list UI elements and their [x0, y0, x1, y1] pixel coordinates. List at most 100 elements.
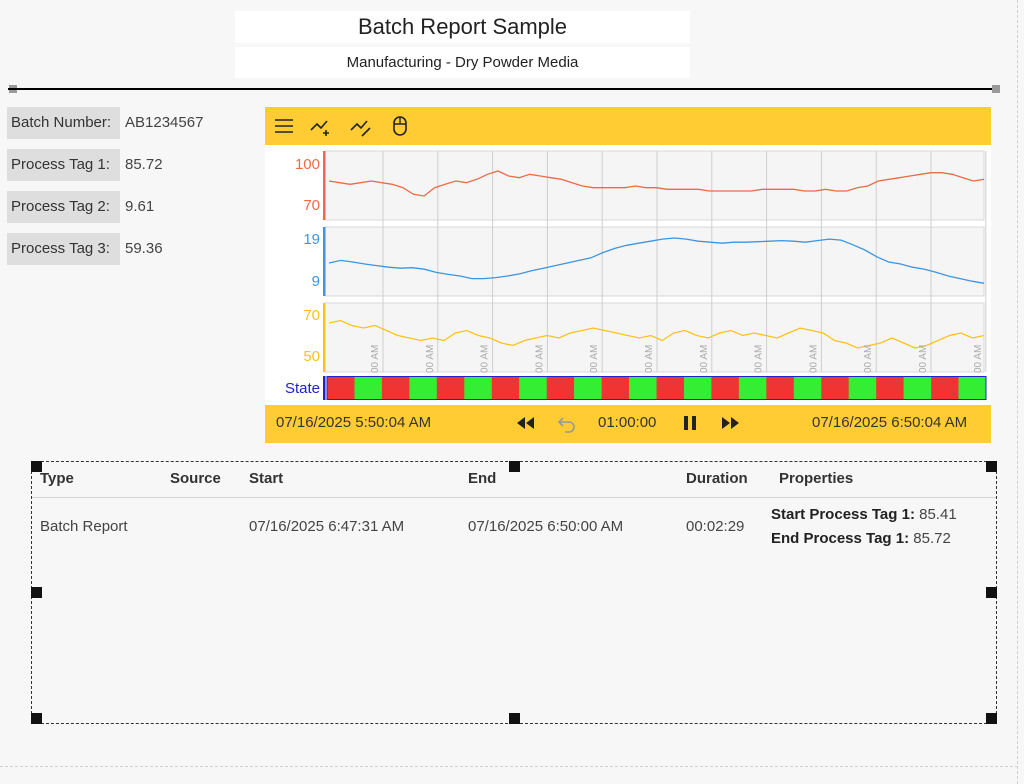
process-tag-1-label: Process Tag 1:	[7, 149, 120, 181]
trend-plot-area[interactable]: 100 70 19 9 70 50 State 00 AM 00 AM 00 AM 0…	[265, 145, 991, 405]
report-title: Batch Report Sample	[235, 11, 690, 43]
remove-pen-icon[interactable]	[350, 115, 372, 137]
batch-number-label: Batch Number:	[7, 107, 120, 139]
trend-pen-line	[328, 319, 985, 349]
cell-start: 07/16/2025 6:47:31 AM	[249, 518, 405, 535]
y-tick-label: 70	[303, 307, 320, 324]
selection-handle[interactable]	[31, 461, 42, 472]
selection-handle[interactable]	[31, 587, 42, 598]
state-segment	[354, 377, 383, 399]
x-tick-labels: 00 AM 00 AM 00 AM 00 AM 00 AM 00 AM 00 AM 00 AM…	[370, 345, 984, 373]
trend-plot[interactable]: 100 70 19 9 70 50 State 00 AM 00 AM 00 AM 0…	[265, 145, 991, 405]
y-tick-label: 70	[303, 197, 320, 214]
process-tag-2-label: Process Tag 2:	[7, 191, 120, 223]
property-end-tag: End Process Tag 1: 85.72	[771, 530, 951, 547]
state-segment	[601, 377, 630, 399]
start-time[interactable]: 07/16/2025 5:50:04 AM	[276, 414, 432, 431]
end-time[interactable]: 07/16/2025 6:50:04 AM	[812, 414, 968, 431]
state-bar	[326, 376, 987, 400]
state-segment	[821, 377, 850, 399]
header-divider-line[interactable]	[8, 88, 998, 90]
x-tick-label: 00 AM	[589, 345, 600, 373]
state-segment	[656, 377, 685, 399]
state-bar-border	[326, 376, 987, 400]
state-segment	[766, 377, 795, 399]
rewind-icon[interactable]	[513, 412, 539, 434]
property-value: 85.41	[919, 506, 957, 523]
process-tag-3-label: Process Tag 3:	[7, 233, 120, 265]
state-segment	[464, 377, 493, 399]
state-segment	[931, 377, 959, 399]
pause-icon[interactable]	[677, 412, 703, 434]
x-tick-label: 00 AM	[480, 345, 491, 373]
process-tag-3-value: 59.36	[125, 240, 163, 257]
column-header-duration[interactable]: Duration	[686, 470, 748, 487]
fast-forward-icon[interactable]	[717, 412, 743, 434]
state-segment	[491, 377, 520, 399]
column-header-start[interactable]: Start	[249, 470, 284, 487]
x-tick-label: 00 AM	[808, 345, 819, 373]
trend-pen-line	[328, 237, 985, 284]
selection-handle[interactable]	[509, 461, 520, 472]
state-segment	[684, 377, 712, 399]
process-tag-2-value: 9.61	[125, 198, 155, 215]
undo-icon[interactable]	[554, 412, 580, 434]
y-tick-label: 19	[303, 231, 320, 248]
state-segment	[903, 377, 932, 399]
trend-pens	[328, 170, 985, 349]
property-name: End Process Tag 1:	[771, 530, 910, 547]
batch-number-value: AB1234567	[125, 114, 204, 131]
x-tick-label: 00 AM	[644, 345, 655, 373]
x-tick-label: 00 AM	[973, 345, 984, 373]
state-segment	[546, 377, 575, 399]
selection-handle[interactable]	[986, 587, 997, 598]
trend-viewer[interactable]: 100 70 19 9 70 50 State 00 AM 00 AM 00 AM 0…	[265, 107, 991, 443]
property-start-tag: Start Process Tag 1: 85.41	[771, 506, 957, 523]
cell-end: 07/16/2025 6:50:00 AM	[468, 518, 624, 535]
report-subtitle: Manufacturing - Dry Powder Media	[235, 47, 690, 78]
menu-icon[interactable]	[273, 115, 295, 137]
state-segment	[574, 377, 602, 399]
selection-handle[interactable]	[509, 713, 520, 724]
y-tick-label: 50	[303, 348, 320, 365]
selection-handle[interactable]	[31, 713, 42, 724]
add-pen-icon[interactable]	[310, 115, 332, 137]
state-label: State	[285, 380, 320, 397]
canvas-border	[1017, 0, 1018, 784]
mouse-icon[interactable]	[389, 115, 411, 137]
column-header-type[interactable]: Type	[40, 470, 74, 487]
y-tick-label: 9	[312, 273, 320, 290]
x-tick-label: 00 AM	[863, 345, 874, 373]
state-segment	[848, 377, 877, 399]
state-segment	[793, 377, 822, 399]
x-tick-label: 00 AM	[699, 345, 710, 373]
resize-handle[interactable]	[992, 85, 1000, 93]
state-segment	[409, 377, 438, 399]
state-segment	[381, 377, 410, 399]
header-divider	[32, 497, 996, 498]
state-segment	[738, 377, 767, 399]
x-tick-label: 00 AM	[754, 345, 765, 373]
trend-pen-line	[328, 170, 985, 197]
cell-duration: 00:02:29	[686, 518, 745, 535]
state-segment	[436, 377, 465, 399]
state-segment	[629, 377, 657, 399]
selection-handle[interactable]	[986, 461, 997, 472]
property-value: 85.72	[913, 530, 951, 547]
cell-type: Batch Report	[40, 518, 128, 535]
state-segment	[958, 377, 987, 399]
column-header-source[interactable]: Source	[170, 470, 221, 487]
x-tick-label: 00 AM	[370, 345, 381, 373]
x-tick-label: 00 AM	[425, 345, 436, 373]
y-tick-label: 100	[295, 156, 320, 173]
column-header-properties[interactable]: Properties	[779, 470, 854, 487]
x-tick-label: 00 AM	[534, 345, 545, 373]
state-segment	[876, 377, 904, 399]
column-header-end[interactable]: End	[468, 470, 497, 487]
property-name: Start Process Tag 1:	[771, 506, 915, 523]
process-tag-1-value: 85.72	[125, 156, 163, 173]
events-table[interactable]: Type Source Start End Duration Propertie…	[31, 461, 997, 724]
selection-handle[interactable]	[986, 713, 997, 724]
duration-display[interactable]: 01:00:00	[598, 414, 657, 431]
state-segment	[519, 377, 547, 399]
